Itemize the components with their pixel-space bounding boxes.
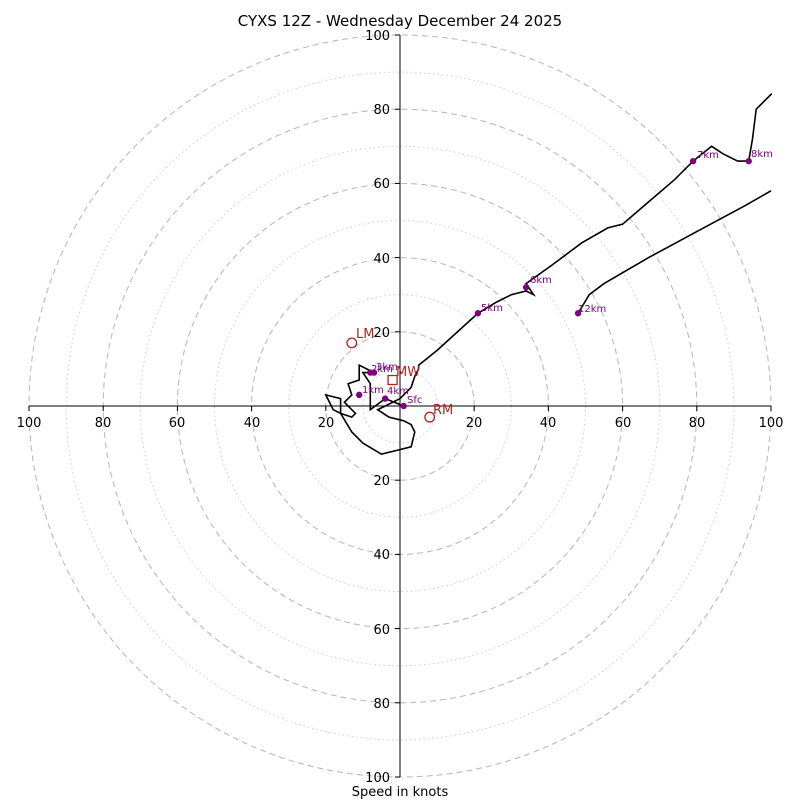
- x-tick-label-left-100: 100: [17, 416, 42, 431]
- height-label-2km: 2km: [371, 364, 393, 375]
- chart-title: CYXS 12Z - Wednesday December 24 2025: [238, 12, 562, 30]
- height-marker-7km: [689, 157, 697, 165]
- x-tick-label-right-80: 80: [689, 416, 706, 431]
- height-label-7km: 7km: [697, 150, 719, 161]
- x-tick-label-left-60: 60: [169, 416, 186, 431]
- motion-label-rm: RM: [433, 403, 453, 418]
- height-marker-5km: [474, 310, 482, 317]
- height-marker-4km: [381, 395, 389, 402]
- height-label-1km: 1km: [362, 385, 384, 396]
- x-tick-label-right-20: 20: [466, 416, 483, 431]
- storm-motion-markers: [346, 337, 436, 423]
- x-left-tick-labels: 100 80 60 40 20: [17, 416, 335, 431]
- height-labels: Sfc 1km 2km 3km 4km 5km 6km 7km 8km 12km: [362, 149, 773, 406]
- height-marker-sfc: [400, 402, 407, 410]
- height-label-6km: 6km: [530, 275, 552, 286]
- x-tick-label-right-60: 60: [615, 416, 632, 431]
- storm-motion-labels: LM MW RM: [356, 327, 453, 418]
- height-label-8km: 8km: [751, 149, 773, 160]
- motion-marker-mw: [387, 374, 398, 386]
- height-marker-8km: [745, 157, 752, 165]
- height-marker-3km: [370, 369, 378, 376]
- y-tick-label-bottom-40: 40: [373, 548, 390, 563]
- motion-marker-rm: [424, 411, 436, 423]
- y-tick-label-bottom-100: 100: [365, 771, 390, 786]
- x-axis-label: Speed in knots: [352, 785, 449, 800]
- height-marker-1km: [355, 391, 363, 399]
- x-tick-label-left-80: 80: [95, 416, 112, 431]
- y-tick-label-top-60: 60: [373, 177, 390, 192]
- y-tick-label-bottom-60: 60: [373, 623, 390, 638]
- axis-ticks: [28, 34, 772, 778]
- hodograph-trace-upper: [577, 190, 772, 314]
- height-marker-6km: [522, 284, 530, 291]
- y-tick-label-bottom-20: 20: [373, 474, 390, 489]
- x-tick-label-left-40: 40: [244, 416, 261, 431]
- motion-marker-lm: [346, 337, 358, 349]
- y-tick-label-top-40: 40: [373, 252, 390, 267]
- height-label-12km: 12km: [578, 304, 606, 315]
- motion-label-mw: MW: [396, 365, 420, 380]
- motion-label-lm: LM: [356, 327, 374, 342]
- y-tick-label-bottom-80: 80: [373, 697, 390, 712]
- y-tick-label-top-100: 100: [365, 29, 390, 44]
- height-markers: [355, 157, 752, 410]
- x-tick-label-left-20: 20: [318, 416, 335, 431]
- y-tick-label-top-80: 80: [373, 103, 390, 118]
- height-marker-12km: [574, 310, 582, 317]
- height-label-5km: 5km: [481, 303, 503, 314]
- x-tick-label-right-100: 100: [759, 416, 784, 431]
- hodograph-trace: [324, 93, 772, 456]
- x-tick-label-right-40: 40: [540, 416, 557, 431]
- y-top-tick-labels: 100 80 60 40 20: [365, 29, 390, 341]
- y-tick-label-top-20: 20: [373, 326, 390, 341]
- y-bottom-tick-labels: 20 40 60 80 100: [365, 474, 390, 786]
- x-right-tick-labels: 20 40 60 80 100: [466, 416, 784, 431]
- height-label-sfc: Sfc: [407, 395, 422, 406]
- height-label-4km: 4km: [387, 386, 409, 397]
- height-label-3km: 3km: [376, 362, 398, 373]
